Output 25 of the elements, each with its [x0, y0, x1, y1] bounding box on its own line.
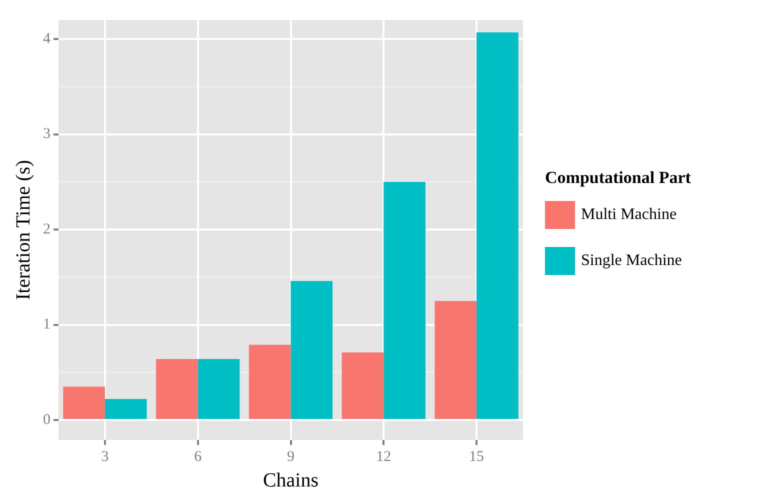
- bar: [63, 386, 105, 419]
- bar: [434, 300, 477, 419]
- legend-label: Single Machine: [581, 252, 682, 270]
- bar: [476, 32, 518, 419]
- x-tick-label: 9: [287, 448, 294, 465]
- y-tick-label: 0: [43, 412, 50, 428]
- bar: [342, 352, 384, 419]
- bar: [198, 359, 240, 419]
- legend-label: Multi Machine: [581, 206, 677, 224]
- x-tick-label: 3: [101, 448, 109, 465]
- x-tick-label: 15: [469, 448, 484, 465]
- y-axis-title: Iteration Time (s): [12, 160, 34, 300]
- bar: [156, 359, 198, 419]
- bar: [384, 182, 426, 419]
- y-tick-label: 1: [43, 316, 50, 333]
- y-tick-label: 4: [43, 30, 51, 47]
- x-tick-label: 12: [376, 448, 392, 465]
- bar: [248, 344, 291, 419]
- bar: [104, 399, 147, 419]
- legend-title: Computational Part: [545, 168, 691, 188]
- y-tick-label: 3: [43, 126, 50, 142]
- x-axis-title: Chains: [262, 469, 319, 492]
- x-tick-label: 6: [194, 448, 202, 465]
- bar: [290, 280, 333, 419]
- y-tick-label: 2: [43, 221, 50, 238]
